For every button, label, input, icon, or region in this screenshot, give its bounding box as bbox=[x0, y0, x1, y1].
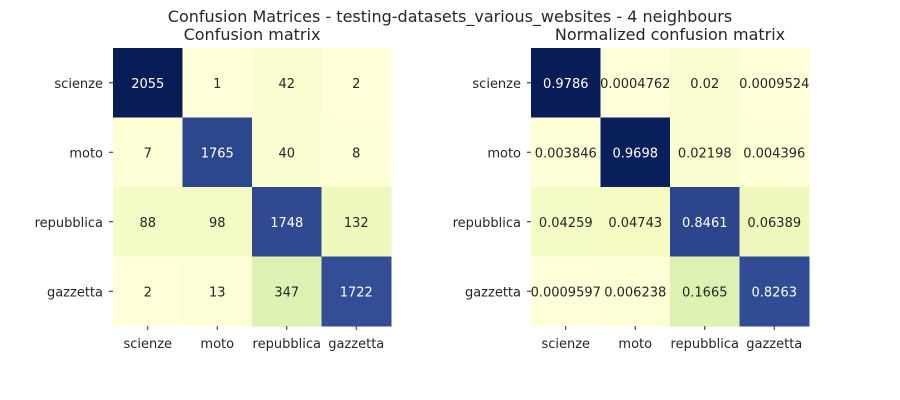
cell-value-label: 1 bbox=[213, 77, 221, 92]
cell-value-label: 40 bbox=[278, 146, 295, 161]
cell-value-label: 0.006238 bbox=[604, 285, 666, 300]
heatmap-cell bbox=[600, 117, 671, 188]
y-tick-label: gazzetta bbox=[465, 285, 521, 300]
cell-value-label: 0.02 bbox=[690, 77, 719, 92]
x-tick-label: scienze bbox=[541, 337, 590, 352]
cell-value-label: 2 bbox=[352, 77, 360, 92]
cell-value-label: 1765 bbox=[201, 146, 234, 161]
heatmap-cell bbox=[670, 187, 740, 257]
heatmap-cell bbox=[531, 187, 601, 257]
cell-value-label: 1722 bbox=[340, 285, 373, 300]
cell-value-label: 0.8263 bbox=[752, 285, 798, 300]
heatmap-title: Normalized confusion matrix bbox=[555, 25, 785, 44]
cell-value-label: 0.0004762 bbox=[600, 77, 670, 92]
cell-value-label: 98 bbox=[209, 216, 226, 231]
cell-value-label: 0.004396 bbox=[743, 146, 805, 161]
heatmap-cell bbox=[531, 256, 601, 327]
x-tick-label: repubblica bbox=[671, 337, 739, 352]
x-tick-label: moto bbox=[200, 337, 234, 352]
cell-value-label: 0.0009524 bbox=[739, 77, 809, 92]
y-tick-label: repubblica bbox=[35, 216, 103, 231]
figure-suptitle: Confusion Matrices - testing-datasets_va… bbox=[168, 7, 732, 27]
cell-value-label: 0.9698 bbox=[613, 146, 659, 161]
x-tick-label: moto bbox=[618, 337, 652, 352]
cell-value-label: 88 bbox=[139, 216, 156, 231]
cell-value-label: 347 bbox=[274, 285, 299, 300]
heatmap-cell bbox=[252, 256, 322, 327]
heatmap-cell bbox=[600, 256, 671, 327]
heatmap-cell bbox=[252, 48, 322, 118]
heatmap-cell bbox=[321, 187, 392, 257]
x-tick-label: scienze bbox=[123, 337, 172, 352]
heatmap-cell bbox=[113, 48, 183, 118]
heatmap-cell bbox=[182, 256, 253, 327]
cell-value-label: 7 bbox=[144, 146, 152, 161]
y-tick-label: scienze bbox=[472, 77, 521, 92]
heatmap-cell bbox=[113, 117, 183, 188]
heatmap-cell bbox=[252, 117, 322, 188]
heatmap-cell bbox=[113, 256, 183, 327]
y-tick-label: repubblica bbox=[453, 216, 521, 231]
heatmap-cell bbox=[739, 187, 810, 257]
cell-value-label: 42 bbox=[278, 77, 295, 92]
heatmap-cell bbox=[739, 117, 810, 188]
cell-value-label: 0.06389 bbox=[747, 216, 801, 231]
cell-value-label: 0.02198 bbox=[678, 146, 732, 161]
heatmap-cell bbox=[182, 187, 253, 257]
cell-value-label: 2 bbox=[144, 285, 152, 300]
heatmap-cell bbox=[600, 48, 671, 118]
heatmap-cell bbox=[600, 187, 671, 257]
heatmap-cell bbox=[252, 187, 322, 257]
heatmap-cell bbox=[182, 48, 253, 118]
x-tick-label: repubblica bbox=[253, 337, 321, 352]
cell-value-label: 132 bbox=[344, 216, 369, 231]
y-tick-label: moto bbox=[69, 146, 103, 161]
heatmap-cell bbox=[739, 48, 810, 118]
cell-value-label: 1748 bbox=[270, 216, 303, 231]
cell-value-label: 13 bbox=[209, 285, 226, 300]
heatmap-cell bbox=[670, 48, 740, 118]
heatmap-cell bbox=[739, 256, 810, 327]
y-tick-label: gazzetta bbox=[47, 285, 103, 300]
y-tick-label: moto bbox=[487, 146, 521, 161]
x-tick-label: gazzetta bbox=[328, 337, 384, 352]
heatmap-cell bbox=[531, 117, 601, 188]
cell-value-label: 2055 bbox=[131, 77, 164, 92]
heatmap-cell bbox=[321, 256, 392, 327]
normalized-confusion-matrix-heatmap: Normalized confusion matrix 0.9786 0.00047… bbox=[453, 25, 810, 352]
heatmap-cell bbox=[670, 256, 740, 327]
heatmap-cell bbox=[182, 117, 253, 188]
heatmap-cell bbox=[321, 117, 392, 188]
y-tick-label: scienze bbox=[54, 77, 103, 92]
cell-value-label: 0.0009597 bbox=[531, 285, 601, 300]
cell-value-label: 0.8461 bbox=[682, 216, 728, 231]
cell-value-label: 8 bbox=[352, 146, 360, 161]
x-tick-label: gazzetta bbox=[746, 337, 802, 352]
heatmap-title: Confusion matrix bbox=[184, 25, 321, 44]
cell-value-label: 0.003846 bbox=[535, 146, 597, 161]
cell-value-label: 0.04743 bbox=[608, 216, 662, 231]
cell-value-label: 0.1665 bbox=[682, 285, 728, 300]
heatmap-cell bbox=[113, 187, 183, 257]
heatmap-cell bbox=[531, 48, 601, 118]
cell-value-label: 0.04259 bbox=[539, 216, 593, 231]
heatmap-cell bbox=[321, 48, 392, 118]
heatmap-cell bbox=[670, 117, 740, 188]
cell-value-label: 0.9786 bbox=[543, 77, 589, 92]
